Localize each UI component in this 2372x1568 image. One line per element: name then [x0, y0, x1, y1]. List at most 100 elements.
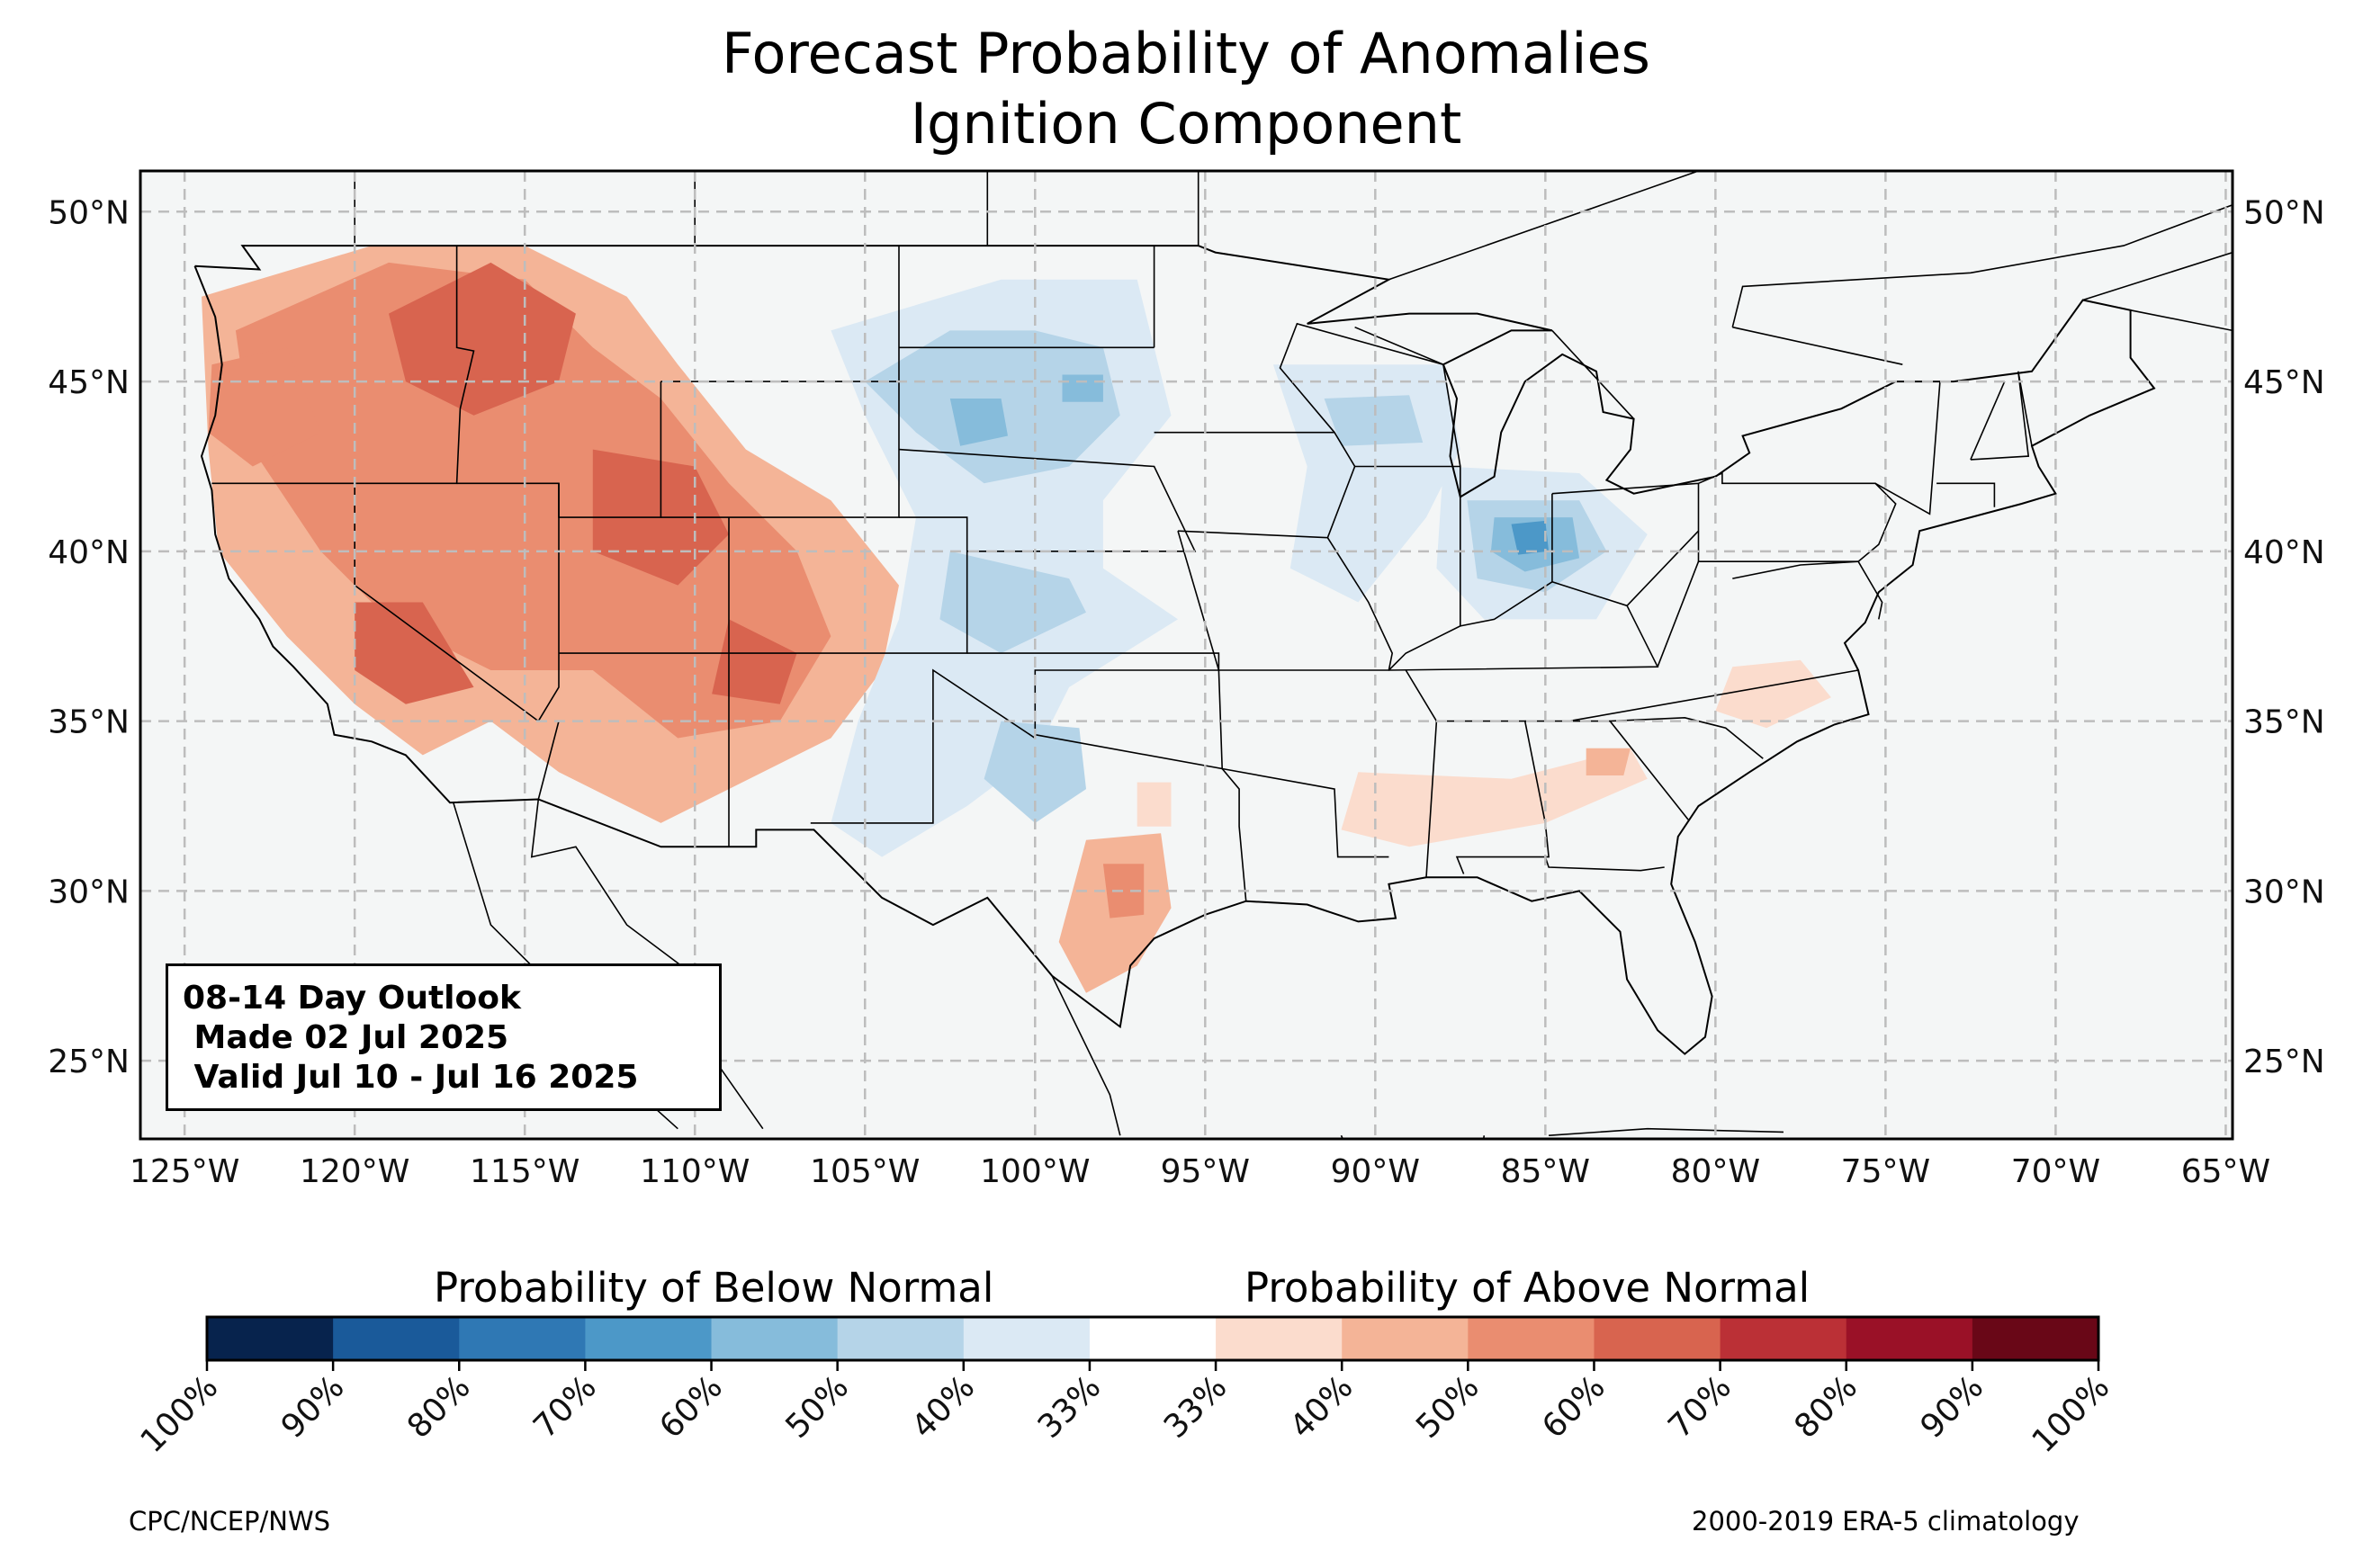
lon-label: 100°W — [980, 1153, 1090, 1190]
lat-label-left: 45°N — [48, 364, 130, 401]
colorbar-tick-label: 50% — [778, 1368, 856, 1446]
canada-boundary — [2082, 251, 2233, 301]
state-boundary — [1544, 856, 1665, 872]
colorbar-frame — [205, 1315, 2100, 1362]
colorbar-tick-label: 70% — [526, 1368, 604, 1446]
probability-colorbar: 100% 90% 80% 70% 60% 50% 40% 33% 33% 40% 50% 60% 70%… — [134, 1315, 2117, 1460]
colorbar-swatch — [1468, 1317, 1595, 1360]
colorbar-swatch — [1342, 1317, 1469, 1360]
us-coastline — [193, 245, 2156, 1055]
lon-label: 85°W — [1501, 1153, 1590, 1190]
state-boundary — [1217, 669, 1389, 858]
colorbar-tick-label: 50% — [1409, 1368, 1487, 1446]
anomaly-region-above-10 — [1586, 748, 1631, 775]
state-boundary — [1697, 471, 1897, 562]
colorbar-swatch — [1089, 1317, 1217, 1360]
lon-label: 70°W — [2011, 1153, 2100, 1190]
state-boundary — [1657, 560, 1700, 668]
map-title-line2: Ignition Component — [910, 91, 1462, 157]
mexico-coastline — [1051, 975, 1121, 1136]
anomaly-region-below-20 — [1324, 395, 1424, 446]
colorbar-swatch — [711, 1317, 839, 1360]
anomaly-region-below-24 — [1511, 520, 1550, 555]
state-boundary — [1874, 381, 1941, 515]
lon-label: 90°W — [1331, 1153, 1420, 1190]
state-boundary — [810, 652, 1220, 824]
lon-label: 110°W — [640, 1153, 750, 1190]
state-boundary — [1936, 482, 1996, 507]
state-boundary — [1732, 560, 1859, 579]
colorbar-swatch — [963, 1317, 1091, 1360]
colorbar-swatch — [459, 1317, 586, 1360]
outlook-info-box: 08-14 Day Outlook Made 02 Jul 2025 Valid… — [166, 963, 722, 1111]
lon-label: 120°W — [300, 1153, 409, 1190]
colorbar-below-normal-label: Probability of Below Normal — [434, 1264, 994, 1312]
state-boundary — [1388, 497, 1461, 671]
state-boundary — [1177, 530, 1394, 671]
state-boundary — [1279, 322, 1444, 434]
colorbar-swatch — [1216, 1317, 1343, 1360]
anomaly-region-above-8 — [1102, 864, 1145, 918]
colorbar-tick-label: 60% — [1535, 1368, 1613, 1446]
anomaly-region-above-4 — [712, 619, 797, 704]
colorbar-swatch — [837, 1317, 965, 1360]
outlook-made-date: Made 02 Jul 2025 — [183, 1019, 509, 1056]
colorbar-tick-label: 90% — [1914, 1368, 1991, 1446]
colorbar-tick-label: 100% — [2026, 1368, 2117, 1460]
colorbar-tick-label: 80% — [1788, 1368, 1865, 1446]
canada-boundary — [1731, 204, 2233, 327]
lat-label-left: 50°N — [48, 194, 130, 231]
state-boundary — [1568, 669, 1859, 722]
anomaly-region-below-15 — [939, 551, 1086, 654]
colorbar-tick-label: 70% — [1661, 1368, 1739, 1446]
colorbar-swatch — [585, 1317, 713, 1360]
lon-label: 75°W — [1841, 1153, 1930, 1190]
colorbar-tick-label: 100% — [134, 1368, 226, 1460]
lat-label-left: 35°N — [48, 704, 130, 741]
state-boundary — [1970, 381, 2006, 461]
anomaly-region-below-18 — [1062, 374, 1103, 402]
mexico-coastline — [1549, 1127, 1784, 1136]
canada-boundary — [2130, 309, 2233, 332]
lon-label: 80°W — [1671, 1153, 1760, 1190]
anomaly-region-above-2 — [389, 262, 576, 416]
lat-label-left: 40°N — [48, 534, 130, 571]
state-boundary — [1970, 371, 2033, 461]
lat-label-left: 30°N — [48, 874, 130, 910]
anomaly-shading-layer — [202, 246, 1831, 993]
colorbar-swatch — [1846, 1317, 1973, 1360]
colorbar-tick-label: 40% — [1283, 1368, 1361, 1446]
colorbar-swatch — [1720, 1317, 1847, 1360]
colorbar-tick-label: 33% — [1157, 1368, 1235, 1446]
anomaly-region-above-12 — [1137, 782, 1172, 827]
state-boundary — [1460, 493, 1553, 627]
colorbar-tick-label: 80% — [400, 1368, 478, 1446]
colorbar-tick-label: 33% — [1031, 1368, 1109, 1446]
lat-label-right: 45°N — [2243, 364, 2325, 401]
lon-label: 95°W — [1161, 1153, 1250, 1190]
lon-label: 125°W — [130, 1153, 239, 1190]
lon-label: 115°W — [470, 1153, 580, 1190]
outlook-title: 08-14 Day Outlook — [183, 980, 521, 1017]
lat-label-right: 40°N — [2243, 534, 2325, 571]
anomaly-region-below-17 — [949, 399, 1008, 446]
canada-boundary — [1388, 171, 1699, 281]
state-boundary — [559, 652, 730, 847]
outlook-valid-range: Valid Jul 10 - Jul 16 2025 — [183, 1059, 639, 1096]
state-boundary — [1610, 716, 1764, 759]
lat-label-right: 35°N — [2243, 704, 2325, 741]
colorbar-swatch — [333, 1317, 460, 1360]
lat-label-right: 50°N — [2243, 194, 2325, 231]
colorbar-swatch — [1594, 1317, 1721, 1360]
state-boundary — [1035, 733, 1247, 901]
colorbar-tick-label: 60% — [652, 1368, 730, 1446]
axis-labels: 50°N 50°N 45°N 45°N 40°N 40°N 35°N 35°N 30°N 30°N… — [48, 194, 2325, 1190]
colorbar-swatch — [1972, 1317, 2099, 1360]
anomaly-region-above-6 — [208, 347, 321, 467]
anomaly-region-above-9 — [1341, 748, 1648, 847]
colorbar-swatch — [207, 1317, 334, 1360]
state-boundary — [1857, 560, 1883, 620]
footer-source-credit: CPC/NCEP/NWS — [129, 1506, 331, 1537]
state-boundary — [1551, 329, 1635, 420]
anomaly-region-above-11 — [1715, 659, 1831, 729]
